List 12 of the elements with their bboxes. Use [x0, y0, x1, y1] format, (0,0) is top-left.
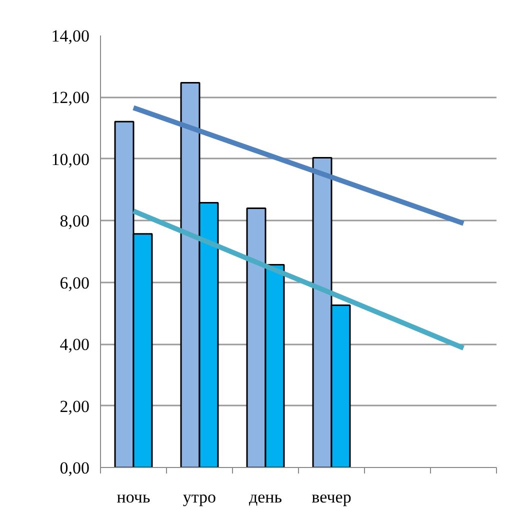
- y-tick-label: 14,00: [51, 26, 90, 46]
- y-tick-label: 4,00: [60, 335, 90, 354]
- y-tick-label: 6,00: [60, 273, 90, 292]
- y-tick-label: 8,00: [60, 212, 90, 231]
- x-tick-label: день: [248, 488, 282, 506]
- y-tick-label: 2,00: [60, 396, 90, 416]
- y-tick-label: 0,00: [60, 458, 90, 478]
- y-tick-label: 12,00: [51, 88, 90, 108]
- x-tick-label: вечер: [312, 488, 352, 506]
- x-tick-label: ночь: [116, 488, 150, 506]
- y-tick-label: 10,00: [51, 150, 90, 169]
- x-tick-label: утро: [182, 488, 216, 506]
